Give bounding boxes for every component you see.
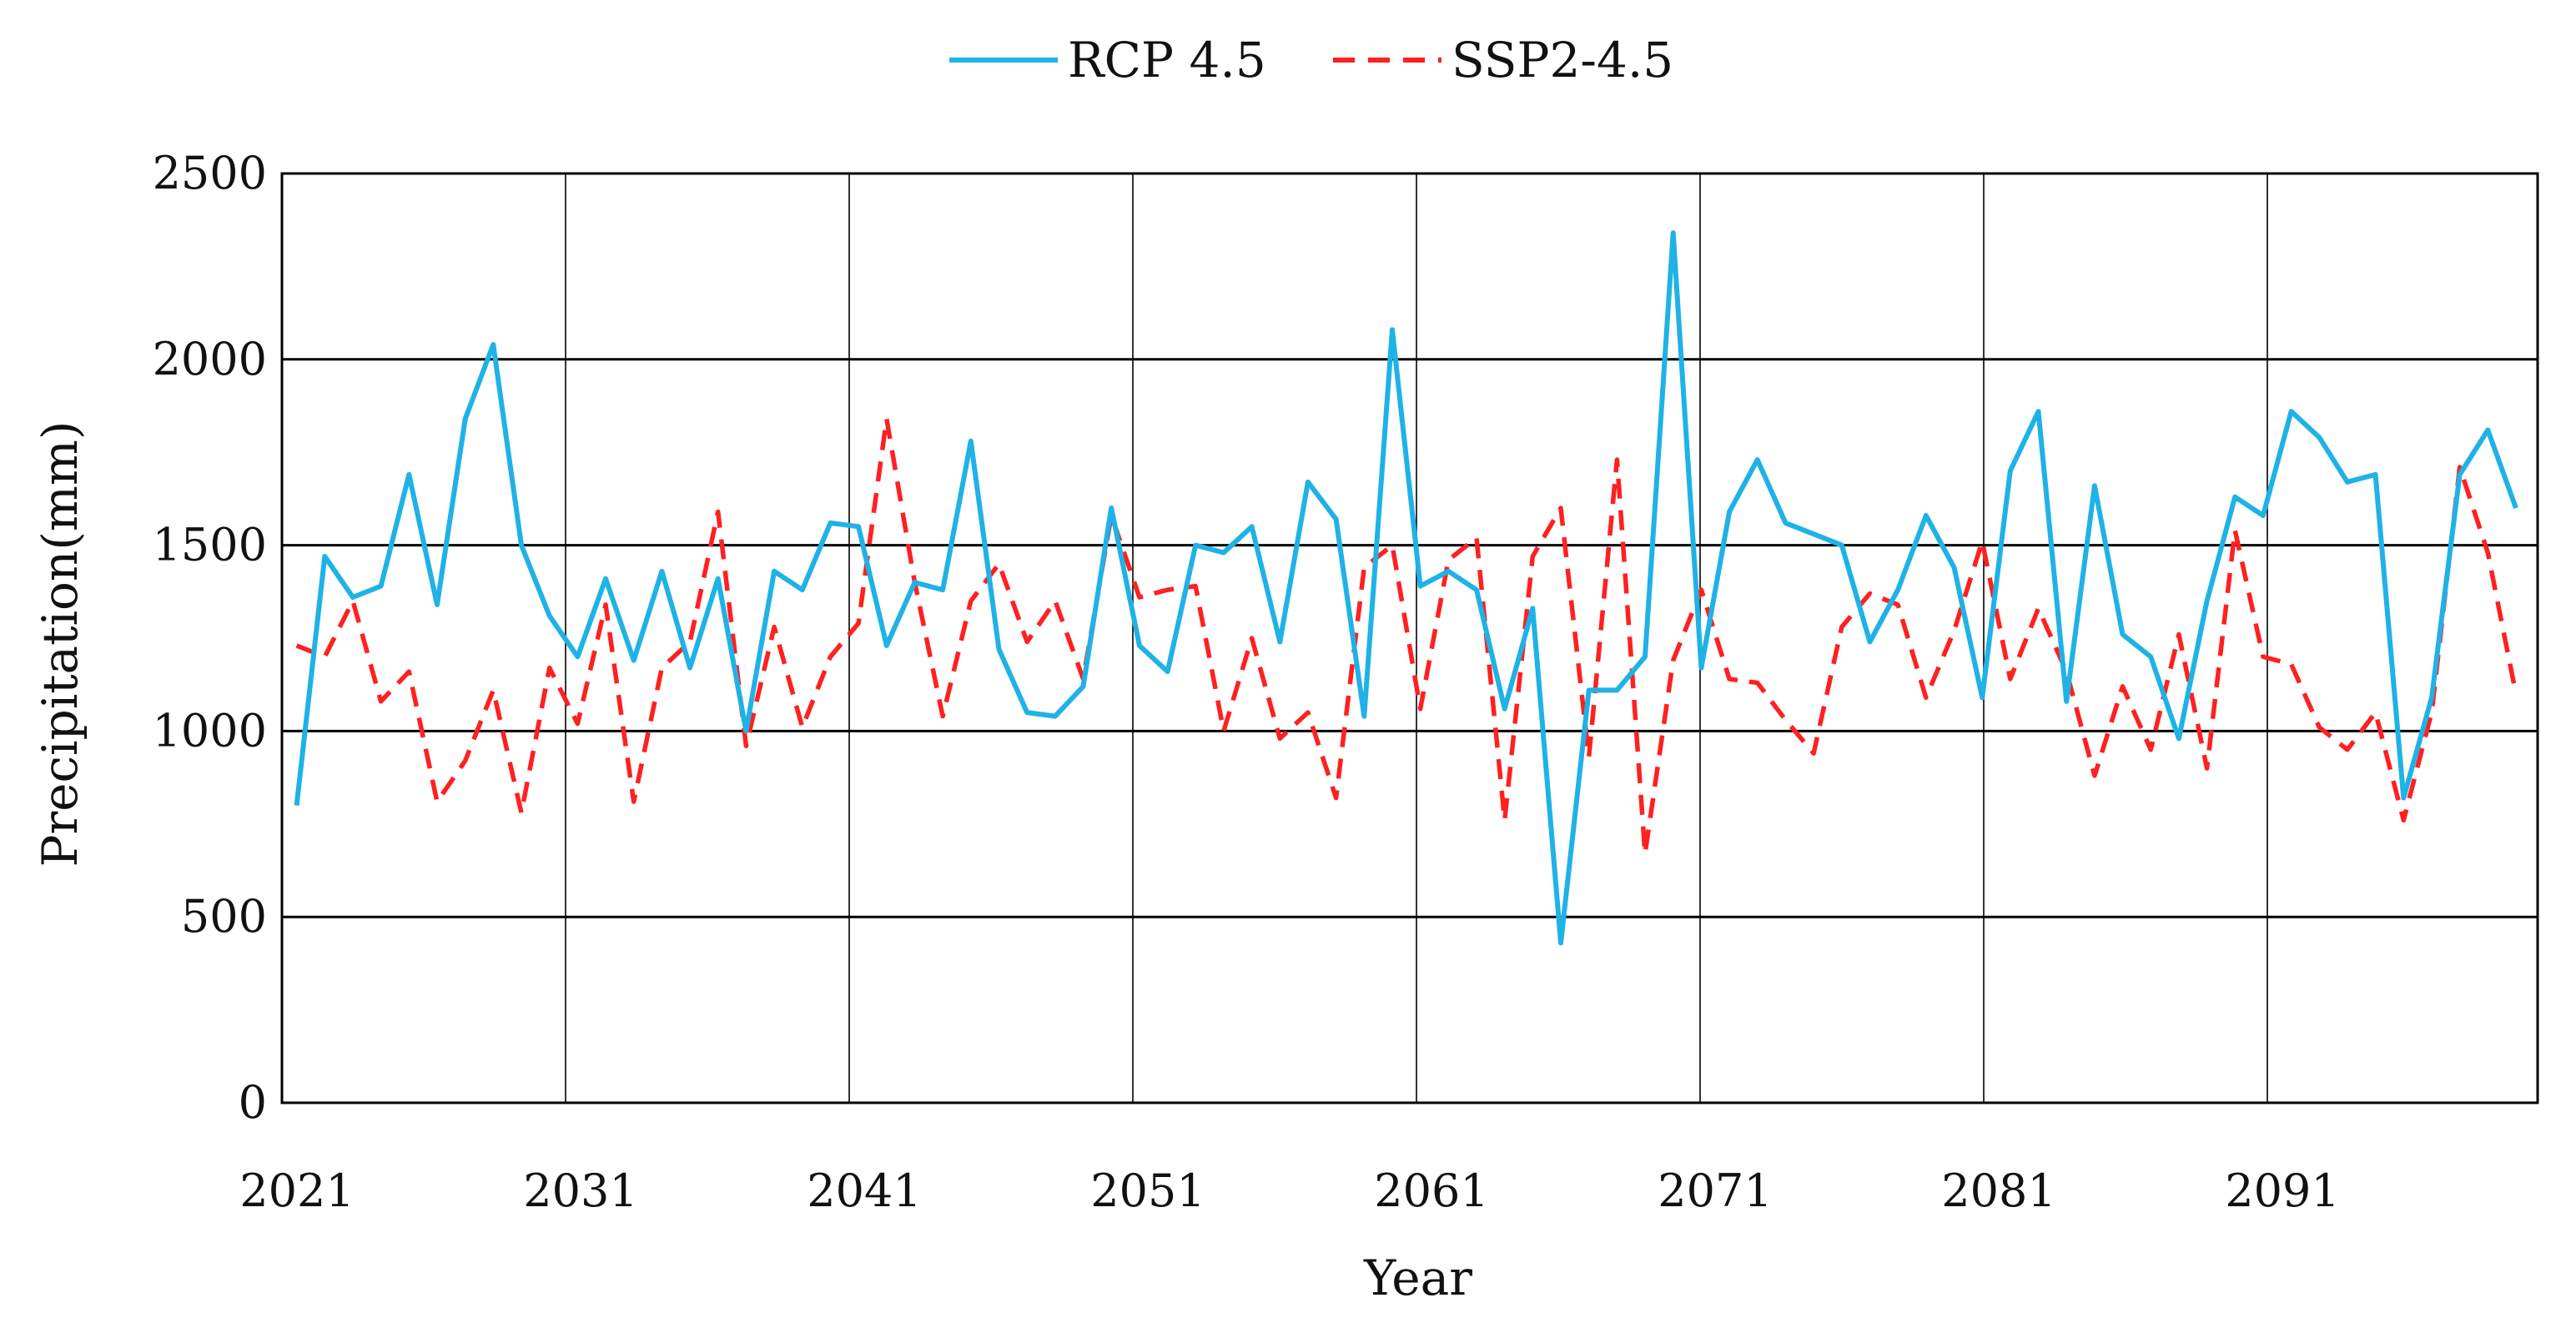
- x-tick-label: 2051: [1090, 1165, 1205, 1217]
- y-axis-ticks: 0 500 1000 1500 2000 2500: [153, 147, 267, 1129]
- y-axis-title: Precipitation(mm): [32, 420, 88, 867]
- series-layer: [294, 230, 2518, 946]
- x-tick-label: 2061: [1374, 1165, 1488, 1217]
- series-line-ssp2-4-5: [295, 416, 2518, 857]
- y-tick-label: 500: [181, 890, 267, 943]
- y-tick-label: 1500: [153, 519, 267, 571]
- y-tick-label: 2500: [153, 147, 267, 199]
- series-line-rcp-4-5: [294, 230, 2518, 946]
- x-axis-title: Year: [1363, 1250, 1472, 1306]
- legend: RCP 4.5 SSP2-4.5: [949, 32, 1673, 88]
- y-tick-label: 0: [239, 1076, 267, 1129]
- x-tick-label: 2021: [239, 1165, 354, 1217]
- y-tick-label: 2000: [153, 333, 267, 385]
- x-tick-label: 2081: [1941, 1165, 2055, 1217]
- plot-frame: [280, 172, 2539, 1104]
- x-axis-ticks: 2021 2031 2041 2051 2061 2071 2081 2091: [239, 1165, 2339, 1217]
- legend-label-rcp45: RCP 4.5: [1068, 32, 1266, 88]
- y-tick-label: 1000: [153, 704, 267, 757]
- x-tick-label: 2071: [1658, 1165, 1772, 1217]
- x-tick-label: 2091: [2225, 1165, 2339, 1217]
- x-tick-label: 2031: [523, 1165, 637, 1217]
- x-tick-label: 2041: [807, 1165, 921, 1217]
- legend-label-ssp245: SSP2-4.5: [1452, 32, 1673, 88]
